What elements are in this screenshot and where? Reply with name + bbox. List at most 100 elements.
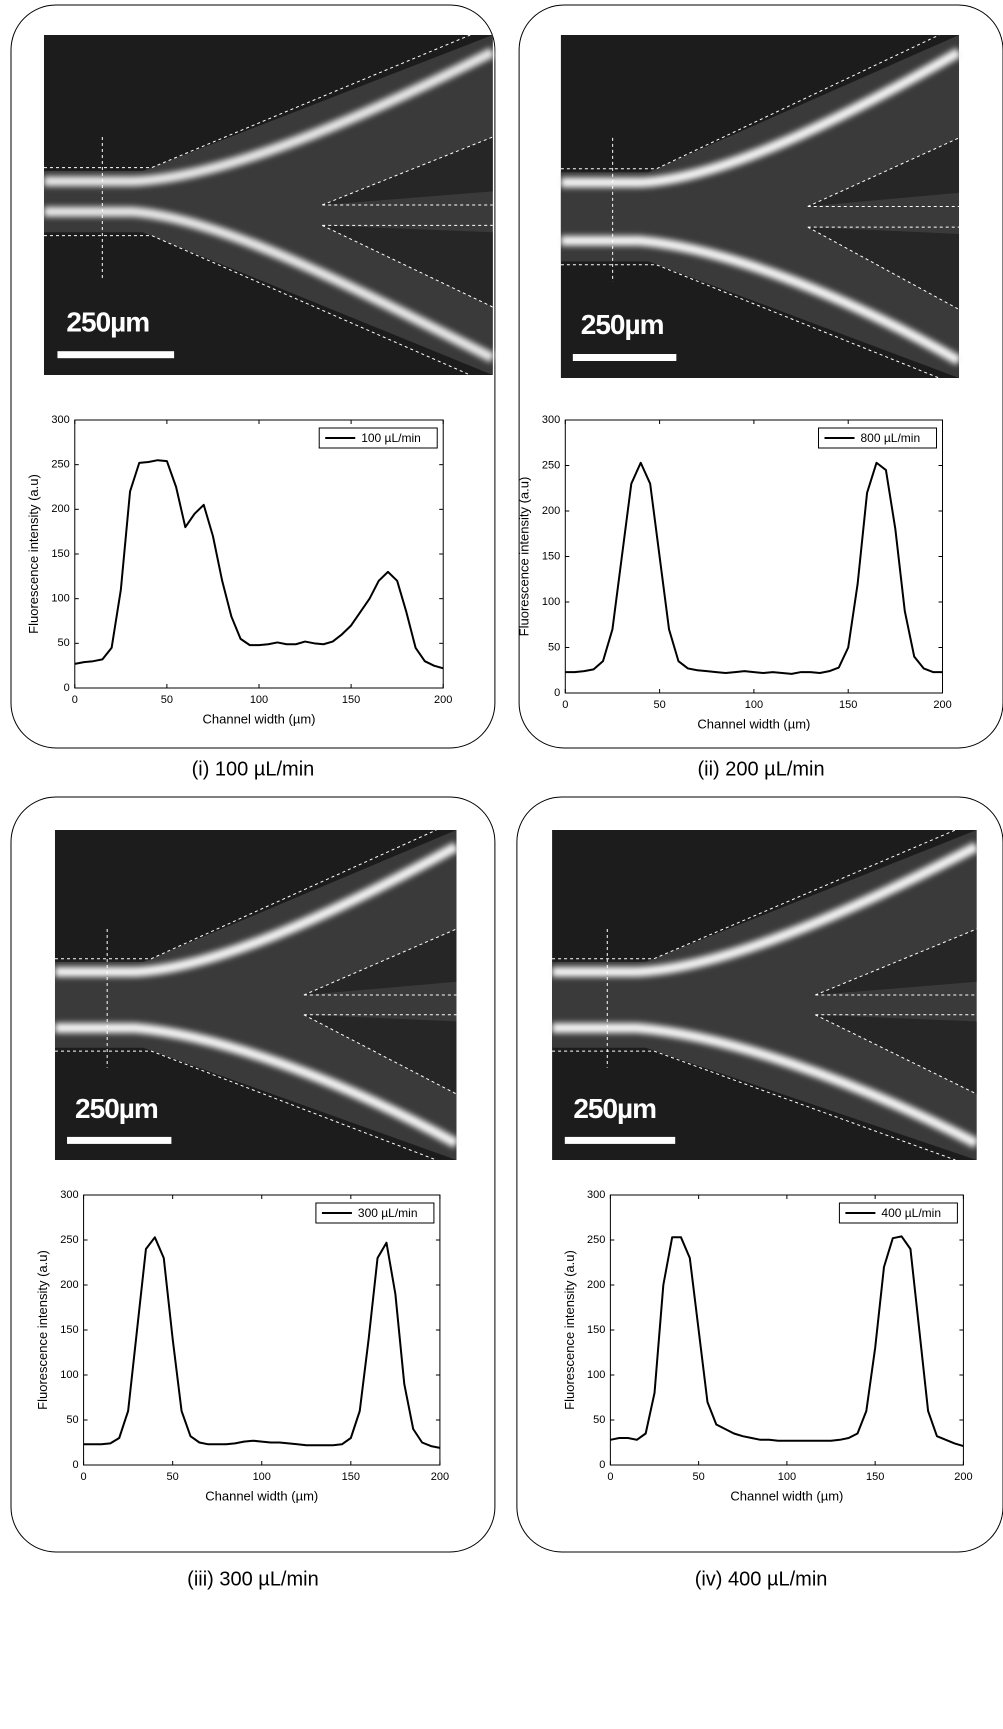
stream <box>43 206 495 363</box>
legend-box <box>318 427 438 449</box>
splitter <box>322 137 493 307</box>
y-tick-label: 50 <box>66 1414 78 1426</box>
x-tick-label: 50 <box>167 1471 179 1483</box>
x-tick-label: 200 <box>954 1471 972 1483</box>
x-axis-label: Channel width (µm) <box>203 711 316 726</box>
micrograph: 250µm <box>43 34 495 376</box>
x-tick-label: 200 <box>434 694 452 706</box>
stream <box>560 47 962 188</box>
x-tick-label: 0 <box>72 694 78 706</box>
panel-caption: (iii) 300 µL/min <box>187 1568 319 1590</box>
y-axis-label: Fluorescence intensity (a.u) <box>562 1250 577 1410</box>
data-line <box>83 1236 441 1449</box>
y-tick-label: 0 <box>599 1459 605 1471</box>
x-tick-label: 150 <box>342 1471 360 1483</box>
x-axis-label: Channel width (µm) <box>697 716 810 731</box>
stream <box>560 235 962 366</box>
stream <box>552 1023 979 1148</box>
y-tick-label: 50 <box>58 637 70 649</box>
y-tick-label: 150 <box>587 1324 605 1336</box>
y-tick-label: 200 <box>51 503 69 515</box>
x-tick-label: 200 <box>431 1471 449 1483</box>
scale-bar-label: 250µm <box>66 306 149 337</box>
y-tick-label: 150 <box>51 548 69 560</box>
x-tick-label: 200 <box>933 699 951 711</box>
splitter <box>303 929 457 1094</box>
legend-label: 800 µL/min <box>861 431 921 445</box>
panel-caption: (iv) 400 µL/min <box>695 1568 828 1590</box>
x-tick-label: 0 <box>607 1471 613 1483</box>
y-tick-label: 0 <box>72 1459 78 1471</box>
legend-label: 100 µL/min <box>361 431 421 445</box>
y-tick-label: 200 <box>60 1279 78 1291</box>
micrograph: 250µm <box>54 829 459 1161</box>
y-tick-label: 300 <box>60 1189 78 1201</box>
micrograph: 250µm <box>552 829 979 1161</box>
y-axis-label: Fluorescence intensity (a.u) <box>26 474 41 634</box>
splitter <box>807 137 960 310</box>
y-tick-label: 200 <box>542 505 560 517</box>
panel <box>10 4 496 749</box>
x-axis-label: Channel width (µm) <box>205 1488 318 1503</box>
stream <box>54 842 459 977</box>
x-tick-label: 100 <box>253 1471 271 1483</box>
stream <box>552 842 979 977</box>
splitter <box>815 929 977 1094</box>
panel <box>10 796 496 1553</box>
legend-box <box>838 1202 958 1224</box>
channel-region <box>43 35 493 375</box>
stream <box>54 1023 459 1148</box>
x-tick-label: 0 <box>81 1471 87 1483</box>
scale-bar <box>67 1136 172 1144</box>
channel-outline <box>54 829 457 1161</box>
x-tick-label: 0 <box>562 699 568 711</box>
x-tick-label: 50 <box>653 699 665 711</box>
legend-box <box>818 427 938 449</box>
channel-region <box>560 35 960 378</box>
y-tick-label: 300 <box>542 414 560 426</box>
x-tick-label: 150 <box>342 694 360 706</box>
y-tick-label: 100 <box>542 596 560 608</box>
channel-region <box>54 830 457 1160</box>
x-tick-label: 150 <box>839 699 857 711</box>
y-tick-label: 50 <box>548 641 560 653</box>
y-tick-label: 100 <box>51 593 69 605</box>
x-tick-label: 50 <box>161 694 173 706</box>
x-tick-label: 100 <box>778 1471 796 1483</box>
scale-bar-label: 250µm <box>573 1093 656 1124</box>
stream <box>43 47 495 187</box>
channel-outline <box>552 829 977 1161</box>
y-axis-label: Fluorescence intensity (a.u) <box>517 477 532 637</box>
panel-caption: (i) 100 µL/min <box>192 758 315 780</box>
scale-bar-label: 250µm <box>581 309 664 340</box>
panel-caption: (ii) 200 µL/min <box>697 758 824 780</box>
scale-bar <box>57 351 175 359</box>
y-tick-label: 100 <box>587 1369 605 1381</box>
y-tick-label: 300 <box>51 414 69 426</box>
y-tick-label: 0 <box>64 682 70 694</box>
legend-label: 400 µL/min <box>881 1206 941 1220</box>
legend-label: 300 µL/min <box>358 1206 418 1220</box>
channel-outline <box>43 34 493 376</box>
y-tick-label: 100 <box>60 1369 78 1381</box>
legend-box <box>315 1202 435 1224</box>
y-tick-label: 250 <box>60 1234 78 1246</box>
y-tick-label: 150 <box>542 550 560 562</box>
panel <box>518 4 1003 749</box>
scale-bar <box>564 1136 676 1144</box>
y-tick-label: 250 <box>542 459 560 471</box>
y-tick-label: 0 <box>554 687 560 699</box>
y-tick-label: 300 <box>587 1189 605 1201</box>
y-tick-label: 250 <box>51 459 69 471</box>
data-line <box>565 461 943 675</box>
data-line <box>610 1235 964 1448</box>
channel-region <box>552 830 977 1160</box>
scale-bar <box>572 353 677 361</box>
x-tick-label: 150 <box>866 1471 884 1483</box>
y-tick-label: 150 <box>60 1324 78 1336</box>
x-tick-label: 50 <box>693 1471 705 1483</box>
micrograph: 250µm <box>560 34 962 379</box>
y-tick-label: 200 <box>587 1279 605 1291</box>
